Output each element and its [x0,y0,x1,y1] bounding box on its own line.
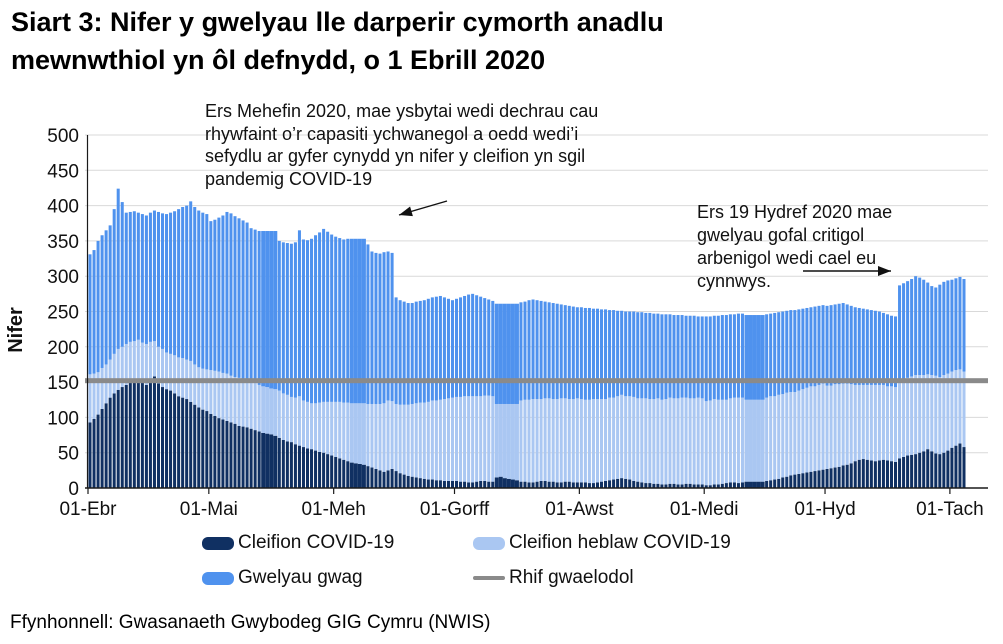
y-axis-tick-labels: 0 50 100 150 200 250 300 350 400 450 500 [47,126,79,500]
annotation-line: Ers Mehefin 2020, mae ysbytai wedi dechr… [205,101,599,121]
annotation-line: gwelyau gofal critigol [697,225,865,245]
annotation-line: arbenigol wedi cael eu [697,248,877,268]
svg-text:01-Hyd: 01-Hyd [794,499,855,520]
svg-text:200: 200 [47,338,79,359]
legend-swatch-baseline-line [473,576,505,580]
svg-text:500: 500 [47,126,79,147]
annotation-line: pandemig COVID-19 [205,168,373,189]
annotation-line: sefydlu ar gyfer cynydd yn nifer y cleif… [205,146,586,166]
stacked-bars [88,188,966,488]
title-line-1: Siart 3: Nifer y gwelyau lle darperir cy… [11,7,664,37]
legend-item-baseline: Rhif gwaelodol [473,567,634,589]
svg-text:01-Awst: 01-Awst [545,499,614,520]
svg-text:01-Ebr: 01-Ebr [59,499,117,520]
svg-text:0: 0 [68,479,79,500]
page-title: Siart 3: Nifer y gwelyau lle darperir cy… [11,3,871,79]
legend-swatch-covid [202,536,234,550]
annotation-line: cynnwys. [697,271,772,291]
source-note: Ffynhonnell: Gwasanaeth Gwybodeg GIG Cym… [10,612,491,633]
svg-text:150: 150 [47,373,79,394]
svg-text:400: 400 [47,197,79,218]
y-axis-title: Nifer [5,307,27,353]
annotation-october-beds: Ers 19 Hydref 2020 mae gwelyau gofal cri… [697,201,997,293]
legend-label: Cleifion heblaw COVID-19 [509,532,731,553]
svg-text:01-Meh: 01-Meh [301,499,365,520]
annotation-line: Ers 19 Hydref 2020 mae [697,202,893,222]
legend-item-covid-patients: Cleifion COVID-19 [202,532,394,554]
legend-label: Gwelyau gwag [238,567,363,588]
svg-text:350: 350 [47,232,79,253]
legend-label: Cleifion COVID-19 [238,532,395,553]
svg-text:300: 300 [47,267,79,288]
svg-text:100: 100 [47,408,79,429]
annotation-line: rhywfaint o’r capasiti ychwanegol a oedd… [205,123,579,144]
svg-text:01-Tach: 01-Tach [916,499,984,520]
legend-item-empty-beds: Gwelyau gwag [202,567,363,589]
svg-text:01-Gorff: 01-Gorff [420,499,490,520]
legend-swatch-non-covid [473,536,505,550]
baseline-line [85,378,988,384]
annotation-june-capacity: Ers Mehefin 2020, mae ysbytai wedi dechr… [205,100,710,190]
legend-label: Rhif gwaelodol [509,567,634,588]
svg-text:01-Mai: 01-Mai [180,499,238,520]
legend-item-non-covid-patients: Cleifion heblaw COVID-19 [473,532,731,554]
svg-text:50: 50 [58,444,79,465]
svg-text:01-Medi: 01-Medi [670,499,739,520]
svg-text:450: 450 [47,161,79,182]
svg-text:250: 250 [47,303,79,324]
x-axis-tick-labels: 01-Ebr 01-Mai 01-Meh 01-Gorff 01-Awst 01-Medi… [59,488,984,520]
title-line-2: mewnwthiol yn ôl defnydd, o 1 Ebrill 202… [11,45,546,75]
legend-swatch-empty-beds [202,571,234,585]
